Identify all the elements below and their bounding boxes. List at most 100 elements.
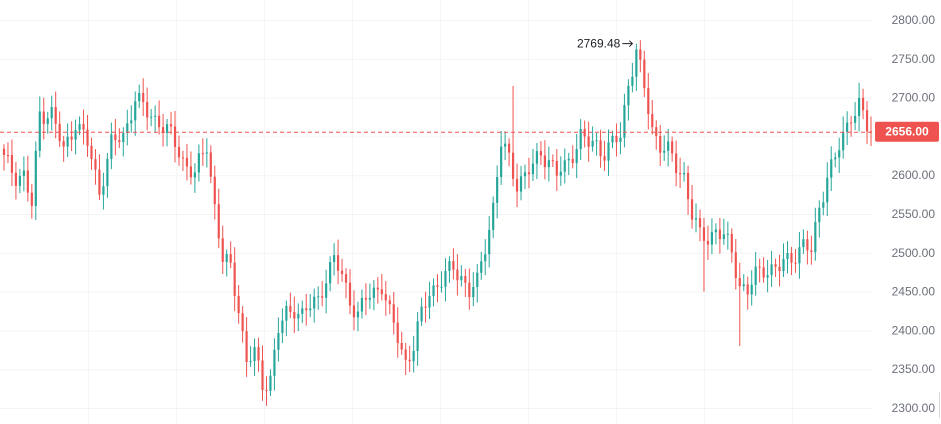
candle-down[interactable] <box>6 155 10 157</box>
candle-down[interactable] <box>702 227 706 241</box>
candle-up[interactable] <box>595 140 598 142</box>
candle-down[interactable] <box>169 124 173 127</box>
candle-down[interactable] <box>2 148 6 156</box>
candle-up[interactable] <box>559 171 562 176</box>
candle-down[interactable] <box>452 261 455 270</box>
candle-down[interactable] <box>794 262 797 264</box>
candle-up[interactable] <box>372 287 375 298</box>
candle-down[interactable] <box>456 269 459 281</box>
candle-up[interactable] <box>822 202 825 208</box>
candle-down[interactable] <box>527 172 531 175</box>
candle-down[interactable] <box>850 122 853 124</box>
candle-down[interactable] <box>70 136 73 140</box>
candle-down[interactable] <box>790 253 793 263</box>
candle-down[interactable] <box>388 300 391 305</box>
candle-up[interactable] <box>611 135 614 143</box>
candle-up[interactable] <box>38 111 41 151</box>
candle-up[interactable] <box>726 233 729 235</box>
candle-up[interactable] <box>444 270 447 287</box>
candle-down[interactable] <box>257 347 260 361</box>
candle-up[interactable] <box>579 128 582 150</box>
candle-down[interactable] <box>94 159 97 170</box>
candle-down[interactable] <box>507 143 511 153</box>
candle-up[interactable] <box>432 285 435 296</box>
candle-down[interactable] <box>774 264 777 267</box>
candle-down[interactable] <box>118 140 121 143</box>
candle-up[interactable] <box>225 254 228 262</box>
price-axis[interactable]: 2800.002750.002700.002650.002600.002550.… <box>892 13 936 415</box>
candle-up[interactable] <box>798 247 801 264</box>
candle-down[interactable] <box>408 359 411 362</box>
candle-up[interactable] <box>667 141 670 151</box>
candle-down[interactable] <box>392 304 395 323</box>
candle-up[interactable] <box>547 160 550 168</box>
candle-up[interactable] <box>273 349 276 376</box>
candle-down[interactable] <box>221 238 224 262</box>
candle-up[interactable] <box>710 232 714 245</box>
candle-up[interactable] <box>448 261 451 271</box>
candle-up[interactable] <box>309 308 312 311</box>
candle-up[interactable] <box>281 320 284 334</box>
candle-up[interactable] <box>285 305 288 321</box>
candle-down[interactable] <box>551 160 554 162</box>
candle-down[interactable] <box>233 262 236 296</box>
candle-up[interactable] <box>857 97 861 116</box>
candle-down[interactable] <box>289 305 292 312</box>
candle-up[interactable] <box>619 137 622 142</box>
candle-down[interactable] <box>245 331 248 362</box>
candle-down[interactable] <box>293 311 296 319</box>
candle-down[interactable] <box>400 343 403 350</box>
candle-down[interactable] <box>778 266 781 272</box>
candle-up[interactable] <box>623 105 626 138</box>
candle-down[interactable] <box>185 157 189 167</box>
candle-up[interactable] <box>830 159 833 178</box>
candle-down[interactable] <box>344 274 348 283</box>
candle-down[interactable] <box>762 267 765 278</box>
candle-up[interactable] <box>722 234 725 240</box>
candle-up[interactable] <box>786 253 789 259</box>
candle-down[interactable] <box>201 153 204 155</box>
candle-up[interactable] <box>460 276 463 281</box>
candle-up[interactable] <box>325 283 328 298</box>
candle-down[interactable] <box>571 158 574 164</box>
candle-up[interactable] <box>694 218 698 220</box>
candle-down[interactable] <box>189 166 193 178</box>
candle-up[interactable] <box>78 124 81 131</box>
candle-down[interactable] <box>543 155 546 168</box>
candle-down[interactable] <box>861 97 865 111</box>
candle-up[interactable] <box>750 284 753 295</box>
candle-up[interactable] <box>134 101 137 121</box>
candle-up[interactable] <box>193 172 196 178</box>
candle-up[interactable] <box>420 306 423 322</box>
candle-down[interactable] <box>237 295 240 314</box>
candle-down[interactable] <box>436 285 439 287</box>
candle-down[interactable] <box>54 107 57 124</box>
candle-up[interactable] <box>492 202 495 230</box>
candle-up[interactable] <box>519 176 523 192</box>
candle-down[interactable] <box>26 170 29 193</box>
candle-down[interactable] <box>539 151 543 156</box>
candle-up[interactable] <box>838 150 841 158</box>
candle-up[interactable] <box>591 140 594 147</box>
candle-up[interactable] <box>269 375 272 391</box>
candle-up[interactable] <box>714 229 717 233</box>
candle-down[interactable] <box>468 282 471 298</box>
candle-up[interactable] <box>631 76 634 86</box>
candle-down[interactable] <box>396 322 399 344</box>
candle-down[interactable] <box>615 135 618 142</box>
candle-down[interactable] <box>86 129 89 146</box>
candle-up[interactable] <box>480 261 483 273</box>
candle-down[interactable] <box>865 110 869 132</box>
candle-down[interactable] <box>158 115 161 128</box>
candle-up[interactable] <box>770 264 773 276</box>
candle-up[interactable] <box>150 116 153 118</box>
candle-up[interactable] <box>484 254 487 262</box>
candle-up[interactable] <box>277 333 280 350</box>
candle-up[interactable] <box>607 142 610 161</box>
candle-up[interactable] <box>34 150 37 206</box>
candle-down[interactable] <box>177 146 181 158</box>
candle-down[interactable] <box>675 153 678 174</box>
candle-down[interactable] <box>14 172 18 186</box>
candle-up[interactable] <box>412 350 415 362</box>
